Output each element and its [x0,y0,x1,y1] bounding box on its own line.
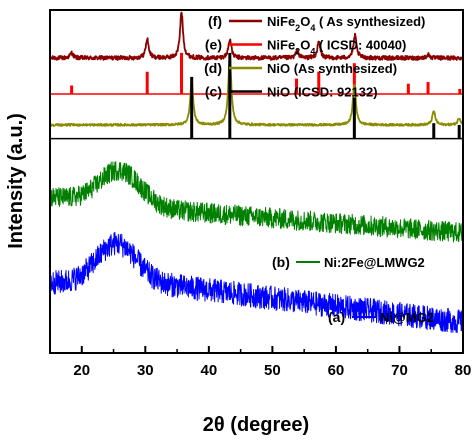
plot-frame [49,9,464,354]
legend-entry: (c) NiO (ICSD: 92132) [205,84,378,100]
x-tick-label: 80 [455,362,472,379]
inline-label: (a) Ni@MG2 [328,309,434,325]
legend-marker: (e) [205,37,222,53]
x-tick-label: 50 [264,362,281,379]
legend-label: NiFe2O4 ( As synthesized) [267,14,425,33]
legend-entry: (f) NiFe2O4 ( As synthesized) [208,13,425,33]
pattern-line-d [49,54,464,127]
legend-entry: (e) NiFe2O4 ( ICSD: 40040) [205,37,407,57]
legend-marker: (d) [204,60,222,76]
x-tick-label: 30 [137,362,154,379]
series-a [49,231,464,334]
legend-label: NiO (As synthesized) [267,61,397,76]
series-b [49,161,464,243]
x-tick-label: 40 [201,362,218,379]
legend-label: NiO (ICSD: 92132) [267,85,378,100]
inline-label: (b) Ni:2Fe@LMWG2 [272,254,425,270]
inline-series-label: Ni@MG2 [380,310,434,325]
pattern-line-b [49,161,464,243]
x-tick-label: 20 [73,362,90,379]
inline-marker: (b) [272,254,290,270]
legend-entry: (d) NiO (As synthesized) [204,60,397,76]
pattern-line-f [49,11,464,61]
inline-marker: (a) [328,309,345,325]
pattern-line-a [49,231,464,334]
y-axis-title: Intensity (a.u.) [5,113,27,249]
series-d [49,54,464,127]
x-tick-label: 70 [391,362,408,379]
legend-label: NiFe2O4 ( ICSD: 40040) [267,38,406,57]
legend-marker: (c) [205,84,222,100]
series-layer [49,11,464,334]
x-axis-ticks: 20 30 40 50 60 70 80 [73,346,471,379]
inline-labels: (b) Ni:2Fe@LMWG2 (a) Ni@MG2 [272,254,434,325]
series-f [49,11,464,61]
inline-series-label: Ni:2Fe@LMWG2 [324,255,425,270]
x-tick-label: 60 [328,362,345,379]
legend: (f) NiFe2O4 ( As synthesized) (e) NiFe2O4 (… [204,13,425,100]
x-axis-title: 2θ (degree) [203,414,309,436]
legend-marker: (f) [208,13,222,29]
